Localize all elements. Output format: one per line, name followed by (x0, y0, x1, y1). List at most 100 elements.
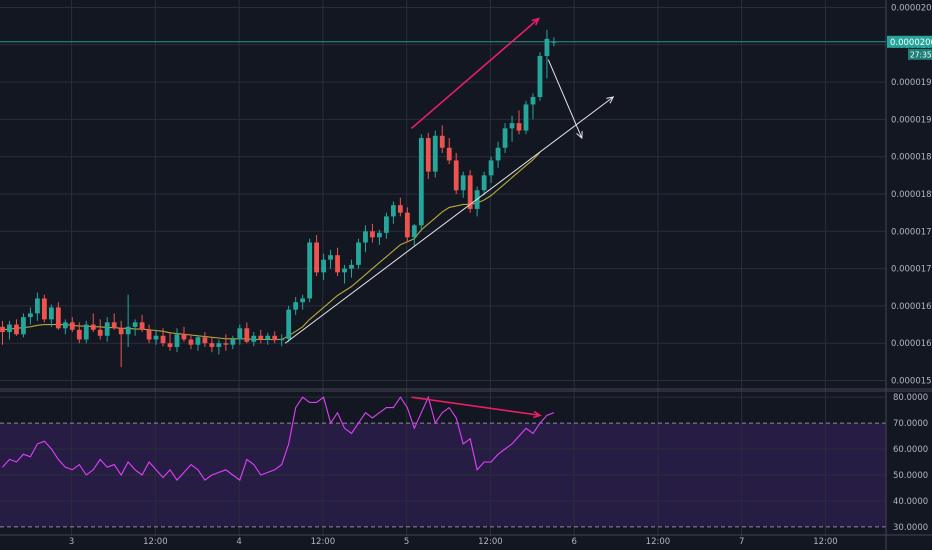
candle-body (167, 343, 173, 347)
x-tick-label: 4 (236, 537, 241, 547)
candle (251, 332, 257, 347)
candle (509, 115, 515, 142)
projection-arrow (547, 59, 583, 139)
candle (279, 334, 285, 347)
current-price-label: 0.00002004 (890, 38, 932, 48)
projection-arrow-head (576, 131, 583, 140)
candle (0, 320, 5, 345)
candle-body (516, 123, 522, 131)
candle (446, 138, 452, 165)
candle (300, 294, 306, 310)
candle (41, 294, 47, 323)
candle (321, 253, 326, 280)
candle-body (251, 335, 257, 342)
candle-body (418, 138, 424, 226)
x-tick-label: 6 (571, 537, 576, 547)
rsi-tick-label: 40.0000 (893, 497, 928, 507)
annotations-layer (0, 17, 886, 344)
x-tick-label: 3 (69, 537, 74, 547)
candle (223, 334, 229, 351)
candle-body (21, 317, 26, 335)
candle-body (62, 322, 68, 329)
candle-body (432, 135, 438, 172)
candle (14, 319, 19, 336)
candle-body (209, 343, 215, 347)
price-tick-label: 0.00001600 (891, 339, 932, 349)
candle-body (7, 324, 12, 333)
candle (349, 259, 354, 278)
candle-body (146, 329, 152, 340)
x-tick-label: 12:00 (813, 537, 838, 547)
candles-layer[interactable] (0, 29, 557, 368)
candle-body (314, 242, 319, 273)
candle (181, 326, 187, 342)
candle-body (0, 326, 5, 333)
candle-body (28, 313, 33, 318)
candle-body (321, 259, 326, 273)
candle-body (377, 232, 382, 238)
candle-body (390, 205, 396, 217)
candle (342, 264, 347, 284)
candle (62, 319, 68, 335)
candle (495, 141, 501, 168)
candle (356, 238, 361, 269)
candle (125, 294, 131, 347)
candle (418, 134, 424, 232)
candle (286, 305, 292, 342)
candle-body (265, 335, 271, 340)
candle-body (83, 324, 89, 340)
candle (230, 335, 236, 350)
candle-body (125, 326, 131, 335)
candle (132, 319, 138, 336)
candle (83, 320, 89, 344)
candle (237, 324, 243, 345)
candle-body (425, 138, 431, 172)
candle-body (76, 329, 82, 340)
candle-body (104, 322, 110, 336)
candle (537, 52, 543, 101)
candle-body (181, 334, 187, 340)
candle (195, 335, 201, 351)
candle (411, 223, 417, 247)
rsi-tick-label: 30.0000 (893, 523, 928, 533)
candle (404, 207, 410, 243)
candle-body (41, 298, 47, 320)
candle (265, 332, 271, 345)
candle-body (307, 242, 313, 299)
candle (335, 247, 340, 277)
candle (516, 110, 522, 135)
candle (21, 313, 26, 338)
candle (90, 313, 96, 333)
candle-body (502, 128, 508, 148)
candle-body (446, 147, 452, 161)
candle (258, 329, 264, 344)
candle-body (195, 337, 201, 345)
candle (167, 332, 173, 351)
price-tick-label: 0.00001650 (891, 302, 932, 312)
candle (272, 331, 278, 344)
candle (216, 339, 222, 355)
price-tick-label: 0.00001700 (891, 265, 932, 275)
candle-body (237, 328, 243, 340)
candle-body (495, 147, 501, 161)
candle (188, 334, 194, 350)
rsi-tick-label: 60.0000 (893, 445, 928, 455)
candle (174, 328, 180, 353)
candle-body (90, 324, 96, 330)
candle (28, 307, 33, 325)
candle-body (160, 335, 166, 344)
candle-body (223, 343, 229, 345)
x-tick-label: 12:00 (478, 537, 503, 547)
candle (104, 317, 110, 342)
rsi-line (2, 395, 555, 481)
candle-body (153, 335, 159, 340)
candle (153, 329, 159, 345)
candle (76, 322, 82, 344)
candle (523, 100, 529, 135)
candle-body (97, 329, 103, 336)
candle-body (530, 97, 536, 105)
x-tick-label: 12:00 (311, 537, 336, 547)
